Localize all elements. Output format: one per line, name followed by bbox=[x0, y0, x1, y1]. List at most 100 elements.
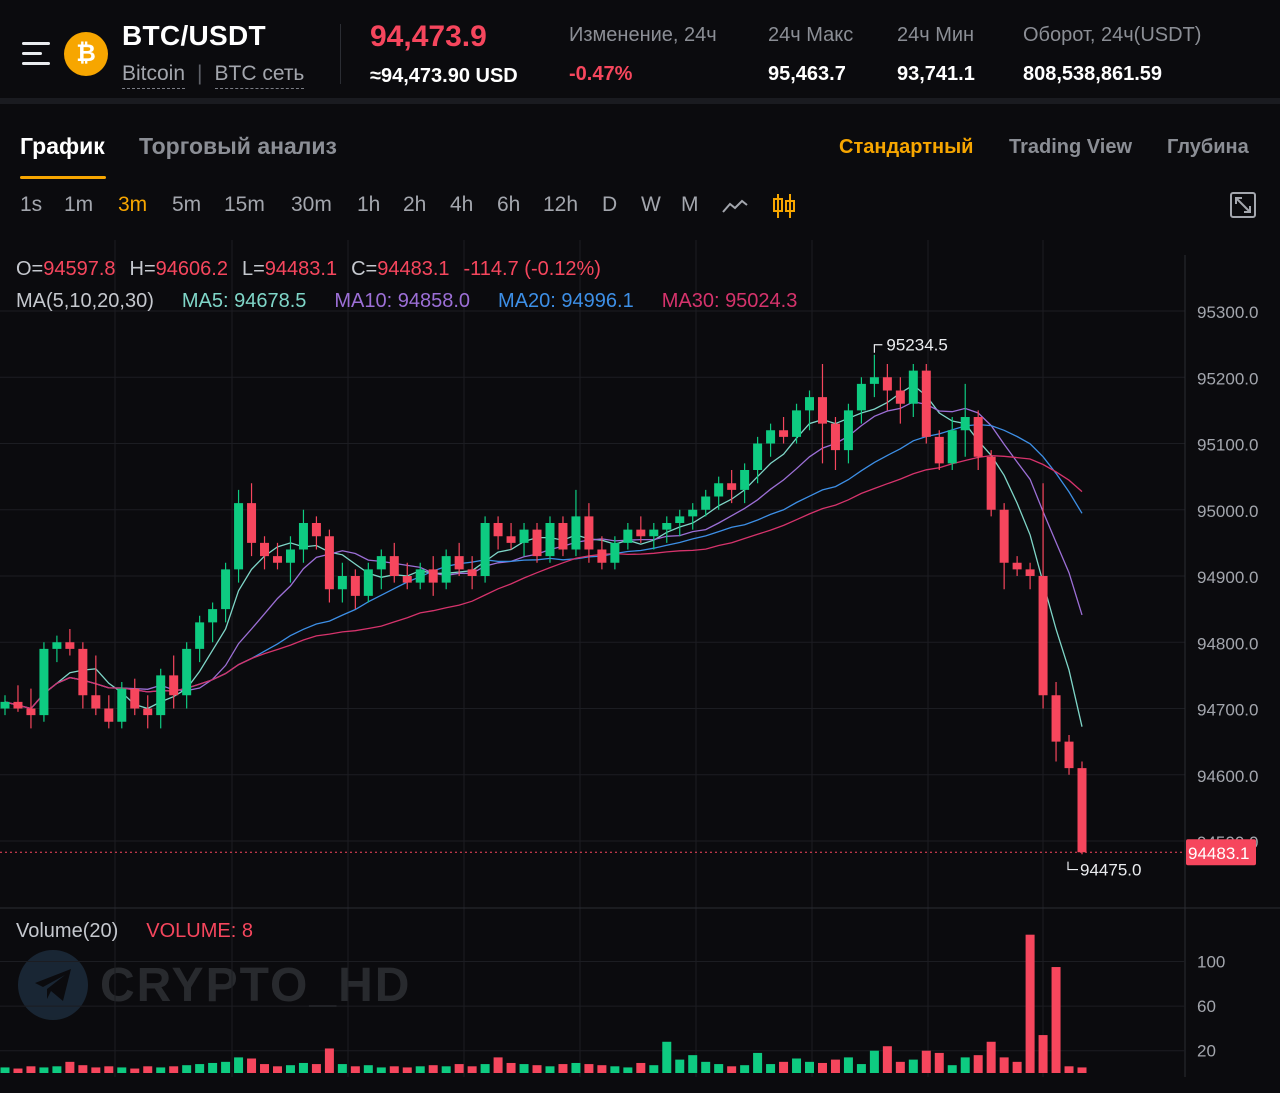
volume-bar bbox=[195, 1064, 205, 1073]
candle-body bbox=[701, 496, 711, 510]
volume-bar bbox=[78, 1065, 88, 1073]
interval-month[interactable]: M bbox=[681, 193, 699, 216]
volume-bar bbox=[649, 1065, 659, 1073]
menu-icon[interactable] bbox=[22, 42, 50, 66]
candle-body bbox=[856, 383, 866, 411]
candlestick-icon[interactable] bbox=[772, 193, 796, 219]
interval-day[interactable]: D bbox=[602, 193, 618, 216]
volume-bar bbox=[532, 1065, 542, 1073]
volume-bar bbox=[519, 1064, 529, 1073]
interval-week[interactable]: W bbox=[641, 193, 661, 216]
stat-turnover-label: Оборот, 24ч(USDT) bbox=[1023, 24, 1202, 46]
candlestick-chart[interactable]: 95300.0 95200.0 95100.0 95000.0 94900.0 94800… bbox=[0, 240, 1280, 1093]
interval-6h[interactable]: 6h bbox=[497, 193, 521, 216]
network-link[interactable]: BTC сеть bbox=[214, 62, 305, 89]
ma20-value: MA20: 94996.1 bbox=[498, 290, 634, 312]
candle-body bbox=[610, 542, 620, 563]
stat-turnover-value: 808,538,861.59 bbox=[1023, 63, 1163, 85]
volume-bar bbox=[13, 1068, 23, 1073]
candle-body bbox=[740, 470, 750, 490]
price-tick-label: 94900.0 bbox=[1197, 568, 1258, 587]
candle-body bbox=[195, 622, 205, 649]
candle-body bbox=[1064, 741, 1074, 769]
volume-bar bbox=[1064, 1066, 1074, 1073]
ohlc-close: 94483.1 bbox=[377, 258, 450, 280]
candle-body bbox=[1038, 576, 1048, 696]
interval-3m[interactable]: 3m bbox=[118, 193, 148, 216]
candle-body bbox=[545, 523, 555, 557]
candle-body bbox=[221, 569, 231, 610]
candle-body bbox=[415, 569, 425, 583]
candle-body bbox=[895, 390, 905, 404]
interval-15m[interactable]: 15m bbox=[224, 193, 265, 216]
candle-body bbox=[493, 523, 503, 537]
candle-body bbox=[350, 576, 360, 596]
volume-bar bbox=[285, 1065, 295, 1073]
ma30-line bbox=[4, 454, 1083, 710]
candle-body bbox=[26, 708, 36, 716]
volume-legend: Volume(20) VOLUME: 8 bbox=[16, 920, 253, 943]
candle-body bbox=[39, 648, 49, 716]
candle-body bbox=[454, 556, 464, 570]
tab-chart[interactable]: График bbox=[20, 133, 105, 159]
ma-legend: MA(5,10,20,30) MA5: 94678.5 MA10: 94858.… bbox=[16, 290, 797, 313]
ohlc-high: 94606.2 bbox=[155, 258, 228, 280]
pair-title[interactable]: BTC/USDT bbox=[122, 20, 266, 51]
low-marker-label: 94475.0 bbox=[1080, 861, 1141, 880]
volume-bar bbox=[908, 1059, 918, 1073]
price-usd: ≈94,473.90 USD bbox=[370, 65, 518, 87]
candle-body bbox=[272, 556, 282, 563]
candle-body bbox=[779, 430, 789, 437]
high-marker-arrow bbox=[873, 344, 883, 353]
interval-2h[interactable]: 2h bbox=[403, 193, 427, 216]
volume-bar bbox=[1051, 967, 1061, 1073]
interval-12h[interactable]: 12h bbox=[543, 193, 579, 216]
interval-30m[interactable]: 30m bbox=[291, 193, 332, 216]
volume-bar bbox=[1012, 1061, 1022, 1073]
ohlc-open: 94597.8 bbox=[43, 258, 116, 280]
candle-body bbox=[363, 569, 373, 596]
tab-trading-analysis[interactable]: Торговый анализ bbox=[139, 133, 337, 159]
volume-bar bbox=[169, 1066, 179, 1073]
line-chart-icon[interactable] bbox=[722, 196, 748, 216]
ma20-line bbox=[4, 423, 1083, 710]
candle-body bbox=[130, 688, 140, 709]
volume-bar bbox=[363, 1065, 373, 1073]
tab-chart-underline bbox=[20, 176, 106, 179]
candle-body bbox=[1051, 695, 1061, 742]
volume-bar bbox=[441, 1066, 451, 1073]
volume-bar bbox=[986, 1041, 996, 1073]
candle-body bbox=[623, 529, 633, 543]
interval-4h[interactable]: 4h bbox=[450, 193, 474, 216]
candle-body bbox=[558, 523, 568, 550]
volume-current: VOLUME: 8 bbox=[146, 920, 253, 942]
ma10-line bbox=[4, 401, 1083, 710]
volume-bar bbox=[182, 1065, 192, 1073]
volume-bar bbox=[882, 1046, 892, 1073]
candle-body bbox=[843, 410, 853, 451]
volume-bar bbox=[662, 1041, 672, 1073]
volume-tick-label: 100 bbox=[1197, 952, 1225, 971]
volume-bar bbox=[727, 1066, 737, 1073]
interval-1m[interactable]: 1m bbox=[64, 193, 94, 216]
candle-body bbox=[597, 549, 607, 563]
candle-body bbox=[636, 529, 646, 537]
expand-icon[interactable] bbox=[1230, 192, 1256, 218]
candle-body bbox=[169, 675, 179, 696]
view-standard[interactable]: Стандартный bbox=[839, 136, 974, 158]
volume-title: Volume(20) bbox=[16, 920, 119, 942]
view-trading-view[interactable]: Trading View bbox=[1009, 136, 1132, 158]
volume-bar bbox=[324, 1048, 334, 1073]
interval-1s[interactable]: 1s bbox=[20, 193, 43, 216]
volume-bar bbox=[428, 1065, 438, 1073]
ma10-value: MA10: 94858.0 bbox=[334, 290, 471, 312]
interval-1h[interactable]: 1h bbox=[357, 193, 381, 216]
volume-bar bbox=[467, 1066, 477, 1073]
interval-5m[interactable]: 5m bbox=[172, 193, 202, 216]
volume-bar bbox=[675, 1059, 685, 1073]
coin-name-link[interactable]: Bitcoin bbox=[122, 62, 186, 89]
candle-body bbox=[467, 569, 477, 576]
candle-body bbox=[285, 549, 295, 563]
candle-body bbox=[78, 648, 88, 696]
view-depth[interactable]: Глубина bbox=[1167, 136, 1249, 158]
